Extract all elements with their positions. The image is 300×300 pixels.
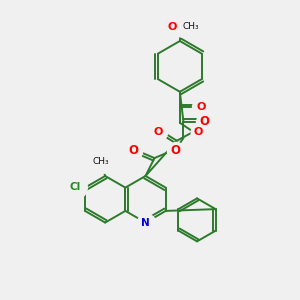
Text: CH₃: CH₃ <box>92 158 109 166</box>
Text: Cl: Cl <box>69 182 80 192</box>
Text: O: O <box>171 144 181 158</box>
Text: CH₃: CH₃ <box>183 22 200 32</box>
Text: O: O <box>194 127 203 137</box>
Text: O: O <box>153 127 163 137</box>
Text: N: N <box>141 218 150 228</box>
Text: O: O <box>128 144 138 158</box>
Text: O: O <box>168 22 177 32</box>
Text: O: O <box>197 102 206 112</box>
Text: O: O <box>200 115 210 128</box>
